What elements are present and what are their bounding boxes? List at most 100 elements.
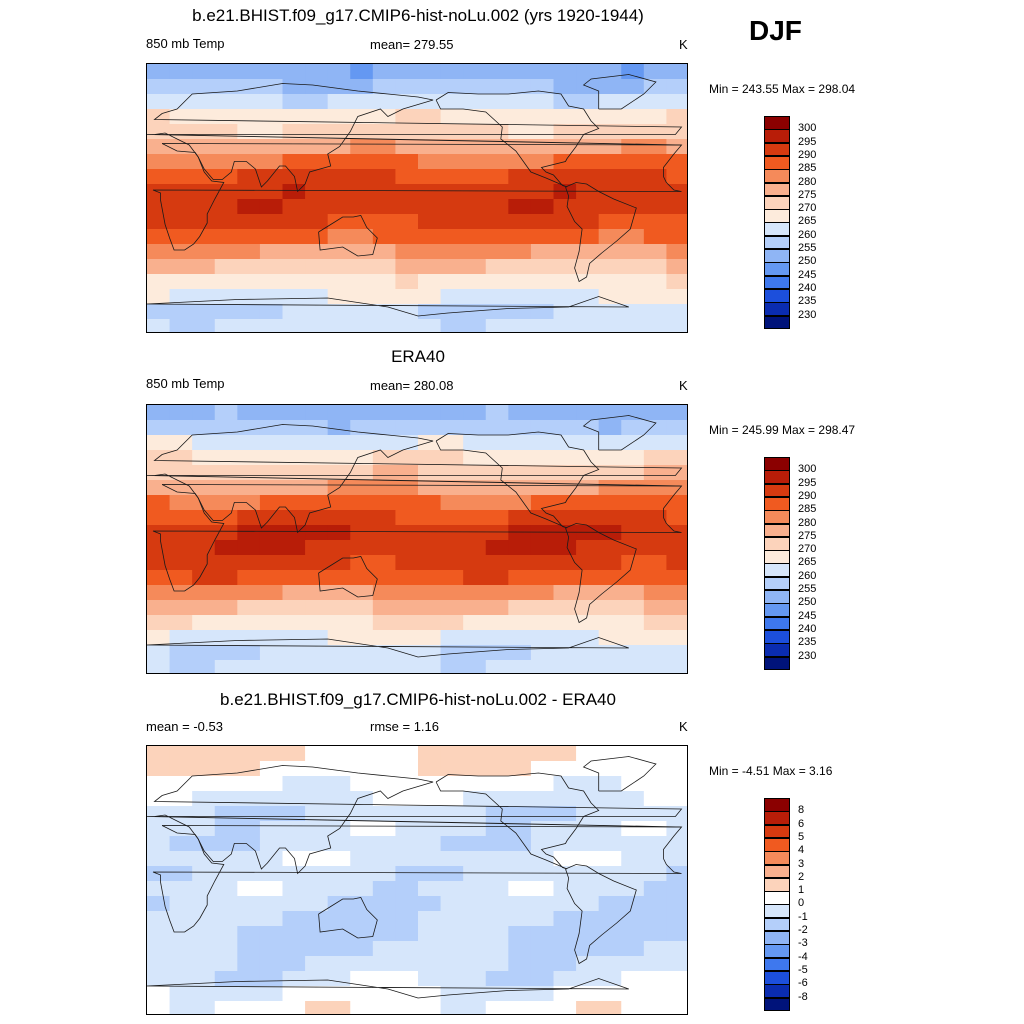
field-cell	[327, 124, 351, 140]
field-cell	[666, 229, 687, 245]
field-cell	[350, 896, 374, 912]
field-cell	[259, 540, 284, 556]
field-cell	[463, 791, 487, 807]
colorbar-swatch	[764, 997, 790, 1012]
field-cell	[327, 660, 351, 673]
field-cell	[553, 420, 577, 436]
field-cell	[192, 199, 216, 215]
field-cell	[305, 806, 329, 822]
field-cell	[192, 791, 216, 807]
field-cell	[643, 274, 668, 290]
field-cell	[192, 525, 216, 541]
field-cell	[192, 154, 216, 170]
field-cell	[621, 289, 645, 305]
field-cell	[147, 761, 171, 777]
field-cell	[214, 109, 238, 125]
field-cell	[463, 450, 487, 466]
field-cell	[508, 169, 532, 185]
field-cell	[643, 169, 668, 185]
field-cell	[282, 199, 306, 215]
field-cell	[485, 866, 509, 882]
colorbar-swatch	[764, 523, 790, 538]
field-cell	[147, 169, 171, 185]
field-cell	[372, 450, 397, 466]
field-cell	[598, 304, 622, 320]
field-cell	[530, 926, 555, 942]
field-cell	[621, 229, 645, 245]
field-cell	[530, 911, 555, 927]
field-cell	[508, 154, 532, 170]
field-cell	[259, 1001, 284, 1014]
field-cell	[508, 956, 532, 972]
field-cell	[463, 836, 487, 852]
field-cell	[463, 244, 487, 260]
field-cell	[192, 645, 216, 661]
field-cell	[643, 229, 668, 245]
field-cell	[553, 540, 577, 556]
field-cell	[214, 259, 238, 275]
field-cell	[463, 435, 487, 451]
field-cell	[147, 600, 171, 616]
field-cell	[237, 986, 261, 1002]
field-cell	[305, 776, 329, 792]
field-cell	[282, 881, 306, 897]
field-cell	[372, 806, 397, 822]
colorbar-tick-label: -1	[798, 910, 808, 923]
field-cell	[485, 660, 509, 673]
field-cell	[282, 630, 306, 646]
field-cell	[463, 600, 487, 616]
field-cell	[350, 836, 374, 852]
field-cell	[305, 510, 329, 526]
field-cell	[598, 776, 622, 792]
field-cell	[192, 896, 216, 912]
field-cell	[666, 540, 687, 556]
field-cell	[643, 289, 668, 305]
panel-model-units-label: K	[679, 37, 688, 52]
field-cell	[418, 821, 442, 837]
field-cell	[643, 791, 668, 807]
field-cell	[237, 941, 261, 957]
field-cell	[214, 555, 238, 571]
field-cell	[282, 761, 306, 777]
field-cell	[666, 169, 687, 185]
field-cell	[192, 761, 216, 777]
colorbar-tick-label: 235	[798, 636, 817, 649]
colorbar-swatch	[764, 209, 790, 223]
field-cell	[282, 480, 306, 496]
field-cell	[463, 986, 487, 1002]
field-cell	[418, 836, 442, 852]
field-cell	[305, 630, 329, 646]
colorbar-tick-label: 1	[798, 884, 805, 897]
field-cell	[463, 630, 487, 646]
field-cell	[395, 806, 419, 822]
field-cell	[418, 645, 442, 661]
field-cell	[598, 761, 622, 777]
field-cell	[305, 304, 329, 320]
field-cell	[440, 776, 464, 792]
field-cell	[192, 139, 216, 155]
field-cell	[395, 525, 419, 541]
field-cell	[237, 184, 261, 200]
field-cell	[418, 1001, 442, 1014]
field-cell	[192, 465, 216, 481]
field-cell	[440, 289, 464, 305]
field-cell	[192, 821, 216, 837]
field-cell	[282, 214, 306, 230]
field-cell	[553, 274, 577, 290]
field-cell	[259, 274, 284, 290]
field-cell	[237, 645, 261, 661]
field-cell	[327, 510, 351, 526]
colorbar-tick-label: 5	[798, 830, 805, 843]
field-cell	[485, 420, 509, 436]
field-cell	[282, 585, 306, 601]
field-cell	[553, 405, 577, 421]
field-cell	[485, 570, 509, 586]
field-cell	[214, 450, 238, 466]
field-cell	[214, 746, 238, 762]
colorbar-swatch	[764, 931, 790, 945]
field-cell	[598, 525, 622, 541]
field-cell	[395, 64, 419, 80]
field-cell	[327, 986, 351, 1002]
field-cell	[553, 791, 577, 807]
colorbar-swatch	[764, 129, 790, 144]
